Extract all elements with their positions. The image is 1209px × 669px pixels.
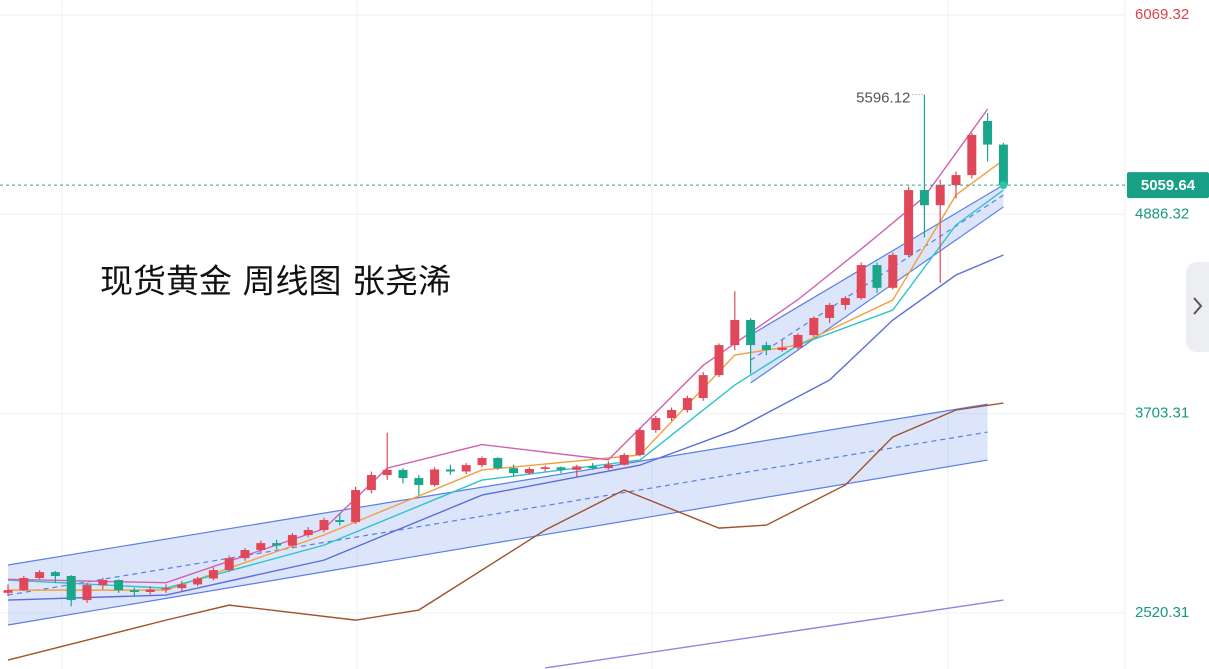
indicator-line [7,189,1004,589]
candle-body [3,590,13,593]
candle-body [303,529,313,536]
candle-body [825,305,835,318]
candle-body [493,458,503,469]
candle-body [398,469,408,479]
candle-body [540,467,550,469]
candle-body [872,265,882,288]
indicator-line [7,402,1004,661]
candle-body [619,454,629,465]
price-label: 5059.64 [1141,177,1196,194]
candle-body [524,468,534,474]
candle-body [35,572,45,579]
candle-body [430,469,440,485]
candle-body [224,558,234,571]
high-annotation: 5596.12 [856,90,910,107]
plot: 6069.32 4886.32 3703.31 2520.31 5596.12 5059.… [0,6,1209,669]
candle-body [272,543,282,546]
candle-body [509,468,519,474]
candle-body [319,520,329,530]
candle-body [761,345,771,351]
vertical-grid [61,0,1126,669]
candle-body [98,580,108,586]
candle-body [951,175,961,186]
candle-body [366,475,376,491]
candle-body [19,578,29,591]
candle-body [793,335,803,348]
candle-body [82,585,92,601]
candle-body [256,543,266,551]
candle-body [698,375,708,399]
candle-body [445,469,455,472]
candle-body [714,345,724,376]
price-label-bg [1127,172,1209,199]
candle-body [730,320,740,346]
candle-body [919,190,929,206]
channel-lower [7,459,988,626]
indicator-line [7,108,989,584]
candle-body [477,458,487,466]
y-tick-label: 2520.31 [1135,604,1189,621]
candle-body [240,550,250,559]
candle-body [904,190,914,255]
candle-body [588,466,598,469]
candle-body [335,520,345,523]
candle-body [193,578,203,585]
candle-body [572,466,582,470]
channel-upper [7,403,988,566]
side-button-bg[interactable] [1186,262,1209,352]
candle-body [746,320,756,346]
candle-body [351,490,361,523]
candle-body [667,409,677,419]
candle-body [161,588,171,590]
candle-body [840,298,850,306]
chevron-icon [1193,297,1203,315]
candle-body [287,535,297,546]
candle-body [556,467,566,470]
y-tick-label: 3703.31 [1135,405,1189,422]
candle-body [998,144,1008,186]
indicator-line [7,254,1004,601]
candle-body [177,584,187,589]
side-button[interactable] [1186,262,1209,352]
candle-body [983,120,993,145]
candle-body [651,418,661,431]
candle-body [635,430,645,455]
channel-band [8,404,988,626]
candle-body [129,590,139,592]
candle-body [856,265,866,299]
price-dot [999,181,1008,190]
candle-body [935,185,945,206]
y-tick-label: 6069.32 [1135,6,1189,23]
candle-body [603,464,613,469]
channel-upper [750,184,1004,336]
channel-lower [750,206,1004,384]
chart-title: 现货黄金 周线图 张尧浠 [100,262,451,301]
candle-body [414,478,424,485]
candle-body [888,254,898,288]
indicator-line [545,599,1004,669]
candle-body [461,465,471,472]
candle-body [50,572,60,576]
candle-body [682,398,692,410]
candle-body [382,469,392,476]
channel-mid [7,431,988,596]
candle-body [777,347,787,351]
candle-body [967,134,977,176]
y-tick-label: 4886.32 [1135,205,1189,222]
candle-body [208,570,218,579]
candle-body [809,317,819,336]
candle-body [114,580,124,591]
candle-body [145,589,155,592]
candle-body [66,575,76,601]
